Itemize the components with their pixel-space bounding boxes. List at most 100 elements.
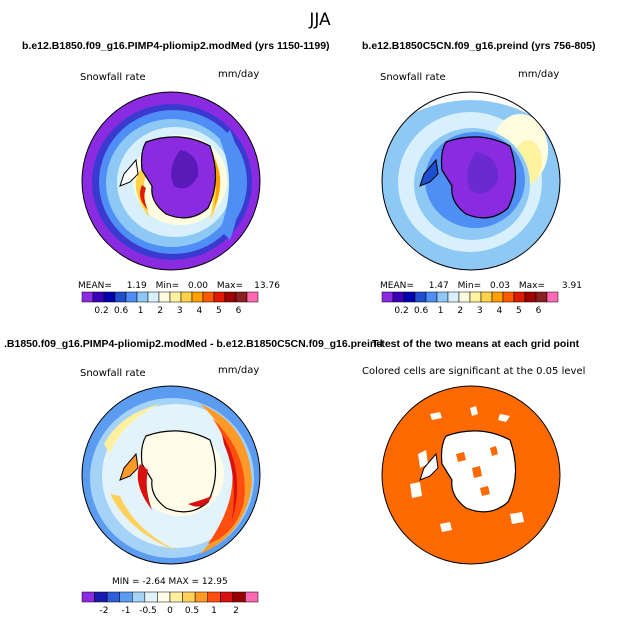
colorbar1-swatch-3: [414, 291, 427, 303]
colorbar0-swatch-15: [246, 291, 259, 303]
panel2-mean-label: MEAN=: [380, 281, 414, 291]
colorbar2-swatch-12: [232, 591, 246, 603]
colorbar1-tick-label-7: 6: [536, 306, 542, 316]
colorbar2-swatch-4: [132, 591, 146, 603]
colorbar2-tick-label-4: 0.5: [185, 606, 199, 616]
colorbar2-swatch-1: [94, 591, 108, 603]
colorbar0-swatch-4: [125, 291, 138, 303]
panel1-min-label: Min=: [155, 281, 180, 291]
colorbar1-swatch-12: [513, 291, 526, 303]
colorbar1-swatch-5: [436, 291, 449, 303]
colorbar0-swatch-12: [213, 291, 226, 303]
panel2-stats: MEAN= 1.47 Min= 0.03 Max= 3.91: [380, 281, 582, 291]
colorbar0-tick-label-2: 1: [138, 306, 144, 316]
panel2-title: b.e12.B1850C5CN.f09_g16.preind (yrs 756-…: [362, 40, 596, 52]
panel1-variable-label: Snowfall rate: [80, 72, 146, 83]
colorbar0-swatch-2: [103, 291, 116, 303]
colorbar2-tick-label-1: -1: [122, 606, 131, 616]
colorbar0-swatch-10: [191, 291, 204, 303]
panel2-min-label: Min=: [457, 281, 482, 291]
colorbar0-tick-label-7: 6: [236, 306, 242, 316]
colorbar0-tick-label-1: 0.6: [114, 306, 129, 316]
colorbar2-swatch-3: [119, 591, 133, 603]
colorbar1-swatch-0: [381, 291, 394, 303]
panel4-note: Colored cells are significant at the 0.0…: [362, 366, 586, 377]
panel1-max-value: 13.76: [254, 281, 280, 291]
colorbar2-swatch-9: [194, 591, 208, 603]
colorbar1-tick-label-3: 2: [457, 306, 463, 316]
colorbar2-swatch-5: [144, 591, 158, 603]
panel3-colorbar: -2 -1 -0.5 0 0.5 1 2: [81, 591, 259, 616]
colorbar0-swatch-7: [158, 291, 171, 303]
colorbar0-swatch-14: [235, 291, 248, 303]
colorbar1-swatch-7: [458, 291, 471, 303]
colorbar0-tick-label-4: 3: [177, 306, 183, 316]
colorbar0-swatch-11: [202, 291, 215, 303]
colorbar2-swatch-8: [182, 591, 196, 603]
colorbar2-swatch-6: [157, 591, 171, 603]
colorbar2-tick-label-5: 1: [211, 606, 217, 616]
colorbar2-swatch-11: [220, 591, 234, 603]
colorbar2-swatch-10: [207, 591, 221, 603]
colorbar2-swatch-7: [169, 591, 183, 603]
colorbar1-swatch-15: [546, 291, 559, 303]
colorbar0-tick-label-6: 5: [216, 306, 222, 316]
panel1-stats: MEAN= 1.19 Min= 0.00 Max= 13.76: [78, 281, 280, 291]
colorbar0-tick-label-3: 2: [157, 306, 163, 316]
panel2-colorbar: 0.2 0.6 1 2 3 4 5 6: [381, 291, 559, 316]
panel3-units-label: mm/day: [218, 365, 260, 376]
colorbar0-swatch-0: [81, 291, 94, 303]
panel2-max-label: Max=: [518, 281, 546, 291]
colorbar1-swatch-8: [469, 291, 482, 303]
panel3-title: .B1850.f09_g16.PIMP4-pliomip2.modMed - b…: [4, 338, 383, 350]
colorbar1-swatch-9: [480, 291, 493, 303]
panel3-stats: MIN = -2.64 MAX = 12.95: [112, 577, 228, 587]
panel1-units-label: mm/day: [218, 69, 260, 80]
colorbar0-tick-label-5: 4: [196, 306, 202, 316]
colorbar0-swatch-5: [136, 291, 149, 303]
panel2-map: [381, 91, 561, 271]
colorbar1-tick-label-6: 5: [516, 306, 522, 316]
figure-title: JJA: [309, 10, 331, 30]
colorbar0-swatch-1: [92, 291, 105, 303]
panel1-map: [81, 91, 261, 271]
panel3-map: [81, 385, 261, 565]
panel1-title: b.e12.B1850.f09_g16.PIMP4-pliomip2.modMe…: [22, 40, 330, 52]
panel1-mean-label: MEAN=: [78, 281, 112, 291]
colorbar2-swatch-13: [245, 591, 259, 603]
colorbar0-swatch-3: [114, 291, 127, 303]
colorbar1-swatch-14: [535, 291, 548, 303]
panel2-mean-value: 1.47: [428, 281, 449, 291]
colorbar2-tick-label-2: -0.5: [139, 606, 157, 616]
panel1-mean-value: 1.19: [126, 281, 147, 291]
panel2-units-label: mm/day: [518, 69, 560, 80]
colorbar1-swatch-4: [425, 291, 438, 303]
colorbar1-swatch-13: [524, 291, 537, 303]
colorbar0-swatch-8: [169, 291, 182, 303]
panel4-title: T-test of the two means at each grid poi…: [372, 338, 580, 350]
colorbar0-swatch-6: [147, 291, 160, 303]
colorbar1-tick-label-1: 0.6: [414, 306, 429, 316]
panel2-variable-label: Snowfall rate: [380, 72, 446, 83]
panel1-colorbar: 0.2 0.6 1 2 3 4 5 6: [81, 291, 259, 316]
colorbar1-swatch-6: [447, 291, 460, 303]
colorbar0-swatch-9: [180, 291, 193, 303]
panel1-min-value: 0.00: [187, 281, 209, 291]
colorbar1-tick-label-2: 1: [438, 306, 444, 316]
colorbar1-tick-label-5: 4: [496, 306, 502, 316]
panel2-min-value: 0.03: [489, 281, 511, 291]
colorbar1-swatch-10: [491, 291, 504, 303]
panel4-map: [381, 385, 561, 565]
colorbar0-tick-label-0: 0.2: [94, 306, 108, 316]
panel2-max-value: 3.91: [561, 281, 582, 291]
panel3-variable-label: Snowfall rate: [80, 368, 146, 379]
colorbar2-tick-label-3: 0: [167, 606, 173, 616]
colorbar0-swatch-13: [224, 291, 237, 303]
colorbar2-tick-label-6: 2: [233, 606, 239, 616]
colorbar1-swatch-11: [502, 291, 515, 303]
colorbar2-swatch-0: [81, 591, 95, 603]
colorbar1-swatch-2: [403, 291, 416, 303]
colorbar1-tick-label-4: 3: [477, 306, 483, 316]
colorbar1-tick-label-0: 0.2: [394, 306, 408, 316]
